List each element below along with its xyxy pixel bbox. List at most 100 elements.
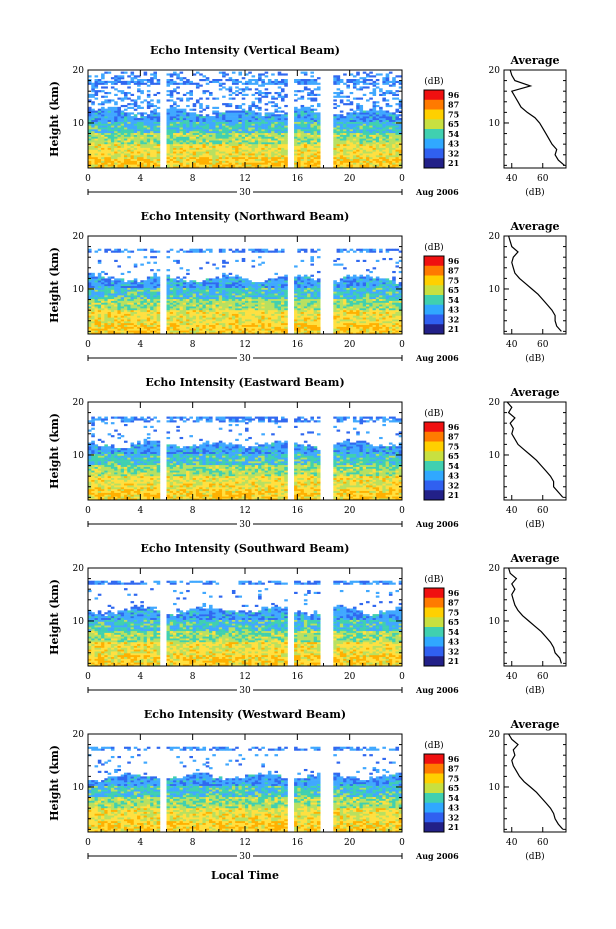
heatmap-cell bbox=[218, 296, 223, 300]
heatmap-cell bbox=[310, 79, 314, 82]
heatmap-cell bbox=[101, 145, 105, 148]
x-tick-label: 8 bbox=[190, 174, 196, 184]
heatmap-cell bbox=[307, 82, 311, 85]
heatmap-cell bbox=[248, 114, 252, 117]
heatmap-cell bbox=[199, 134, 203, 137]
heatmap-cell bbox=[110, 117, 115, 121]
heatmap-cell bbox=[356, 121, 360, 124]
heatmap-cell bbox=[372, 153, 377, 156]
heatmap-cell bbox=[222, 166, 226, 169]
heatmap-cell bbox=[173, 283, 177, 287]
heatmap-cell bbox=[215, 291, 220, 294]
heatmap-cell bbox=[362, 136, 367, 139]
heatmap-cell bbox=[166, 319, 171, 322]
heatmap-cell bbox=[192, 149, 197, 152]
heatmap-cell bbox=[238, 291, 243, 294]
heatmap-cell bbox=[251, 110, 256, 113]
heatmap-cell bbox=[195, 291, 200, 294]
heatmap-cell bbox=[176, 143, 180, 147]
heatmap-cell bbox=[235, 298, 239, 301]
heatmap-cell bbox=[362, 114, 367, 117]
heatmap-cell bbox=[395, 75, 400, 78]
heatmap-cell bbox=[336, 156, 341, 160]
heatmap-cell bbox=[343, 130, 347, 134]
heatmap-cell bbox=[369, 119, 373, 122]
heatmap-cell bbox=[300, 117, 305, 121]
heatmap-cell bbox=[343, 164, 347, 167]
heatmap-cell bbox=[258, 97, 262, 100]
heatmap-cell bbox=[186, 295, 190, 298]
heatmap-cell bbox=[274, 138, 279, 141]
heatmap-cell bbox=[258, 108, 262, 111]
heatmap-cell bbox=[117, 315, 122, 318]
heatmap-cell bbox=[101, 160, 105, 163]
heatmap-cell bbox=[173, 296, 177, 300]
heatmap-cell bbox=[218, 283, 223, 287]
heatmap-cell bbox=[313, 130, 318, 134]
heatmap-cell bbox=[117, 265, 122, 268]
heatmap-cell bbox=[235, 296, 239, 300]
heatmap-cell bbox=[388, 155, 393, 158]
heatmap-cell bbox=[379, 127, 383, 130]
heatmap-cell bbox=[212, 278, 216, 281]
heatmap-cell bbox=[110, 283, 115, 287]
heatmap-cell bbox=[258, 160, 262, 163]
heatmap-cell bbox=[101, 75, 105, 78]
heatmap-cell bbox=[222, 112, 226, 115]
heatmap-cell bbox=[176, 123, 180, 126]
heatmap-cell bbox=[235, 153, 239, 156]
heatmap-cell bbox=[362, 86, 367, 89]
heatmap-cell bbox=[294, 142, 298, 145]
heatmap-cell bbox=[117, 149, 122, 152]
heatmap-cell bbox=[130, 283, 135, 287]
heatmap-cell bbox=[120, 127, 125, 130]
heatmap-cell bbox=[123, 309, 128, 313]
heatmap-cell bbox=[388, 136, 393, 139]
heatmap-cell bbox=[192, 332, 197, 335]
heatmap-cell bbox=[143, 112, 148, 115]
heatmap-cell bbox=[94, 295, 99, 298]
heatmap-cell bbox=[297, 138, 301, 141]
heatmap-cell bbox=[238, 285, 243, 288]
heatmap-cell bbox=[212, 160, 216, 163]
heatmap-cell bbox=[343, 123, 347, 126]
heatmap-cell bbox=[261, 95, 265, 98]
heatmap-cell bbox=[228, 114, 233, 117]
heatmap-cell bbox=[264, 103, 269, 106]
heatmap-cell bbox=[382, 99, 386, 102]
heatmap-cell bbox=[195, 156, 200, 160]
heatmap-cell bbox=[352, 136, 357, 139]
heatmap-cell bbox=[110, 158, 115, 161]
heatmap-cell bbox=[369, 127, 373, 130]
colorbar-tick-label: 65 bbox=[448, 119, 459, 129]
heatmap-cell bbox=[398, 162, 403, 165]
heatmap-cell bbox=[258, 156, 262, 160]
heatmap-cell bbox=[114, 129, 118, 132]
heatmap-cell bbox=[385, 80, 390, 84]
heatmap-cell bbox=[120, 129, 125, 132]
heatmap-cell bbox=[153, 110, 157, 113]
heatmap-cell bbox=[104, 332, 108, 335]
heatmap-cell bbox=[186, 127, 190, 130]
heatmap-cell bbox=[146, 130, 151, 134]
heatmap-cell bbox=[104, 136, 108, 139]
heatmap-cell bbox=[205, 293, 210, 296]
heatmap-cell bbox=[231, 283, 236, 287]
heatmap-cell bbox=[228, 278, 233, 281]
heatmap-cell bbox=[94, 86, 99, 89]
heatmap-cell bbox=[88, 145, 92, 148]
heatmap-cell bbox=[362, 164, 367, 167]
heatmap-cell bbox=[395, 132, 400, 135]
heatmap-cell bbox=[316, 153, 321, 156]
heatmap-cell bbox=[91, 130, 95, 134]
heatmap-cell bbox=[366, 149, 370, 152]
heatmap-cell bbox=[245, 145, 249, 148]
heatmap-cell bbox=[114, 155, 118, 158]
heatmap-cell bbox=[101, 311, 105, 314]
heatmap-cell bbox=[261, 136, 265, 139]
heatmap-cell bbox=[343, 140, 347, 143]
heatmap-cell bbox=[179, 79, 184, 82]
heatmap-cell bbox=[143, 147, 148, 150]
heatmap-cell bbox=[303, 149, 308, 152]
heatmap-cell bbox=[120, 138, 125, 141]
